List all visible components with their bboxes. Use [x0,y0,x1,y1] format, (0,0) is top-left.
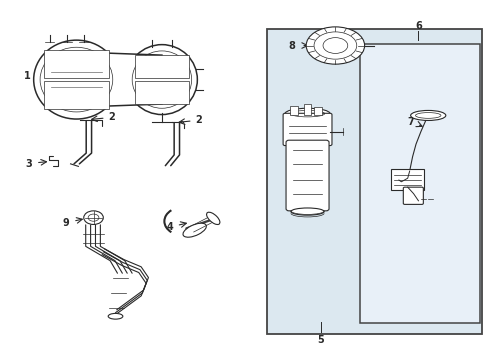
FancyBboxPatch shape [286,140,329,211]
Ellipse shape [108,314,123,319]
FancyBboxPatch shape [315,107,322,115]
Ellipse shape [126,45,197,114]
FancyBboxPatch shape [44,81,109,109]
FancyBboxPatch shape [283,113,332,145]
FancyBboxPatch shape [304,104,312,115]
Text: 7: 7 [408,117,415,127]
FancyBboxPatch shape [135,55,189,78]
Ellipse shape [285,108,330,119]
Text: 2: 2 [196,115,202,125]
Text: 1: 1 [24,71,31,81]
FancyBboxPatch shape [44,50,109,78]
FancyBboxPatch shape [135,81,189,104]
FancyBboxPatch shape [403,187,423,204]
Text: 8: 8 [288,41,295,50]
Text: 6: 6 [415,21,422,31]
FancyBboxPatch shape [391,168,424,190]
Ellipse shape [34,40,119,119]
Text: 9: 9 [63,218,70,228]
Ellipse shape [183,223,206,237]
Polygon shape [76,52,162,107]
Ellipse shape [84,211,103,225]
Text: 5: 5 [318,334,324,345]
Ellipse shape [306,27,365,64]
Text: 2: 2 [109,112,116,122]
Ellipse shape [411,111,446,121]
Polygon shape [267,30,482,334]
Ellipse shape [207,212,220,225]
Text: 4: 4 [167,222,173,232]
Text: 3: 3 [25,159,32,169]
Polygon shape [360,44,480,323]
FancyBboxPatch shape [290,106,298,115]
Ellipse shape [291,208,324,215]
